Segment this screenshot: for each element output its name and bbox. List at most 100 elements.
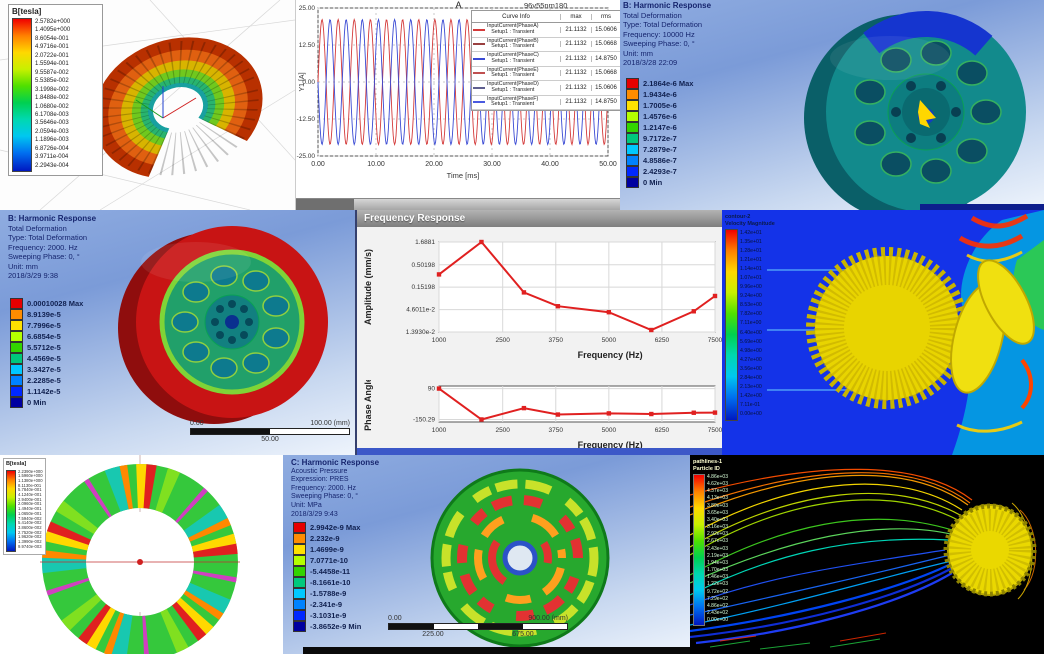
legend-value: 4.1240e-001 [18, 492, 42, 498]
legend-value: 9.5587e-002 [35, 69, 69, 76]
svg-text:3750: 3750 [549, 427, 564, 434]
legend-value: 6.1708e-003 [35, 111, 69, 118]
window-titlebar[interactable]: Frequency Response [357, 210, 724, 227]
legend-value: 1.3990e-002 [18, 539, 42, 545]
legend-value: 2.43e+02 [707, 609, 728, 616]
annotation-line: Sweeping Phase: 0, ° [291, 493, 359, 501]
legend-value: 1.28e+01 [740, 248, 762, 255]
legend-value: 2.84e+00 [740, 374, 762, 381]
result-annotation: B: Harmonic Response Total Deformation Typ… [623, 1, 711, 68]
legend-value: 2.92e+03 [707, 531, 728, 538]
legend-value: 9.9740e-003 [18, 543, 42, 549]
window-bottom-bar [296, 198, 621, 210]
legend-entry: 5.5712e-5 [10, 342, 83, 353]
legend-value: 3.40e+03 [707, 516, 728, 523]
legend-value: 1.14e+01 [740, 266, 762, 273]
legend-value: 1.0650e-001 [18, 510, 42, 516]
legend-entry: 4.8586e-7 [626, 155, 693, 166]
annotation-line: C: Harmonic Response [291, 458, 380, 467]
legend-entry: 2.4293e-7 [626, 166, 693, 177]
legend-value: 5.5385e-002 [35, 78, 69, 85]
legend-value: 1.9620e-002 [18, 534, 42, 540]
legend-value: 3.89e+03 [707, 502, 728, 509]
ruler-q3: 675.00 [512, 631, 534, 638]
curve-table-row: InputCurrent(PhaseA) Setup1 : Transient 21… [472, 23, 620, 38]
legend-value: 5.4140e-002 [18, 520, 42, 526]
svg-text:Frequency (Hz): Frequency (Hz) [578, 350, 643, 360]
legend-title: B[tesla] [6, 461, 27, 467]
legend-value: 6.8726e-004 [35, 145, 69, 152]
svg-text:7500: 7500 [708, 337, 723, 344]
legend-value: 3.1998e-002 [35, 86, 69, 93]
color-ramp [12, 18, 32, 172]
legend-entry: -8.1661e-10 [293, 577, 361, 588]
svg-text:50.00: 50.00 [599, 161, 617, 168]
legend-entry: 0.00010028 Max [10, 298, 83, 309]
legend-entry: 3.3427e-5 [10, 364, 83, 375]
svg-text:Time [ms]: Time [ms] [447, 171, 480, 180]
legend-value: 2.0722e-001 [35, 52, 69, 59]
legend-entry: -2.341e-9 [293, 599, 361, 610]
color-legend: B[tesla] 2.5782e+000 1.4095e+000 8.6054e-0… [8, 4, 103, 176]
color-ramp [693, 474, 705, 626]
legend-entry: 1.4576e-6 [626, 111, 693, 122]
legend-value: 2.0594e-003 [35, 128, 69, 135]
annotation-line: Sweeping Phase: 0, ° [623, 39, 695, 48]
panel-acoustic-pressure: C: Harmonic Response Acoustic Pressure Exp… [283, 455, 690, 654]
torus-field-rendering [0, 0, 295, 210]
svg-text:2500: 2500 [495, 337, 510, 344]
svg-text:12.50: 12.50 [299, 42, 316, 49]
legend-value: 0.00e+00 [740, 410, 762, 417]
legend-entry: 1.4699e-9 [293, 544, 361, 555]
svg-text:0.15198: 0.15198 [412, 284, 436, 291]
viewport-edge [920, 204, 1044, 210]
legend-value: 1.94e+03 [707, 559, 728, 566]
svg-text:5000: 5000 [602, 427, 617, 434]
ruler-bar [190, 428, 350, 435]
coordinate-axes-icon [135, 86, 197, 119]
legend-title: pathlines-1 Particle ID [693, 459, 723, 472]
curve-table-row: InputCurrent(PhaseE) Setup1 : Transient 21… [472, 67, 620, 81]
legend-entry: 2.232e-9 [293, 533, 361, 544]
legend-value: 0.00e+00 [707, 617, 728, 624]
legend-entry: 2.2285e-5 [10, 375, 83, 386]
svg-text:6250: 6250 [655, 337, 670, 344]
color-legend: contour-2 Velocity Magnitude 1.42e+01 1.3… [725, 214, 775, 421]
svg-text:-150.29: -150.29 [413, 416, 435, 423]
legend-title: B[tesla] [12, 7, 42, 16]
legend-value: 3.56e+00 [740, 365, 762, 372]
legend-value: 2.13e+00 [740, 383, 762, 390]
svg-text:-25.00: -25.00 [297, 153, 316, 160]
svg-text:1.6881: 1.6881 [415, 239, 435, 246]
legend-value: 7.82e+00 [740, 311, 762, 318]
legend-value: 3.65e+03 [707, 509, 728, 516]
color-legend: 2.9942e-9 Max 2.232e-9 1.4699e-9 7.0771e-10… [293, 522, 361, 632]
window-bottom-bar [357, 448, 724, 455]
panel-maxwell-torus: B[tesla] 2.5782e+000 1.4095e+000 8.6054e-0… [0, 0, 295, 210]
legend-entry: 8.9139e-5 [10, 309, 83, 320]
annotation-line: Frequency: 2000. Hz [291, 484, 356, 492]
legend-value: 1.46e+03 [707, 574, 728, 581]
curve-table-row: InputCurrent(PhaseD) Setup1 : Transient 21… [472, 81, 620, 96]
legend-value: 7.5940e-002 [18, 515, 42, 521]
svg-text:0.00: 0.00 [302, 79, 315, 86]
legend-entry: 1.7005e-6 [626, 100, 693, 111]
legend-value: 1.4940e-001 [18, 506, 42, 512]
legend-value: 4.86e+03 [707, 474, 728, 480]
svg-text:5000: 5000 [602, 337, 617, 344]
legend-entry: 2.9942e-9 Max [293, 522, 361, 533]
annotation-line: 2018/3/29 9:43 [291, 510, 338, 518]
color-legend: 0.00010028 Max 8.9139e-5 7.7996e-5 6.6854e-… [10, 298, 83, 408]
result-annotation: C: Harmonic Response Acoustic Pressure Exp… [291, 458, 380, 519]
legend-value: 5.7840e-001 [18, 487, 42, 493]
legend-entry: 1.2147e-6 [626, 122, 693, 133]
legend-value: 1.5960e+000 [18, 473, 43, 479]
legend-entry: -3.8652e-9 Min [293, 621, 361, 632]
legend-value: 4.98e+00 [740, 347, 762, 354]
legend-value: 3.16e+03 [707, 524, 728, 531]
legend-entry: 7.0771e-10 [293, 555, 361, 566]
legend-value: 2.2943e-004 [35, 162, 69, 169]
curve-table-header: Curve Info max rms [472, 11, 620, 23]
annotation-line: Unit: mm [623, 48, 653, 58]
legend-value: 3.5646e-003 [35, 120, 69, 127]
